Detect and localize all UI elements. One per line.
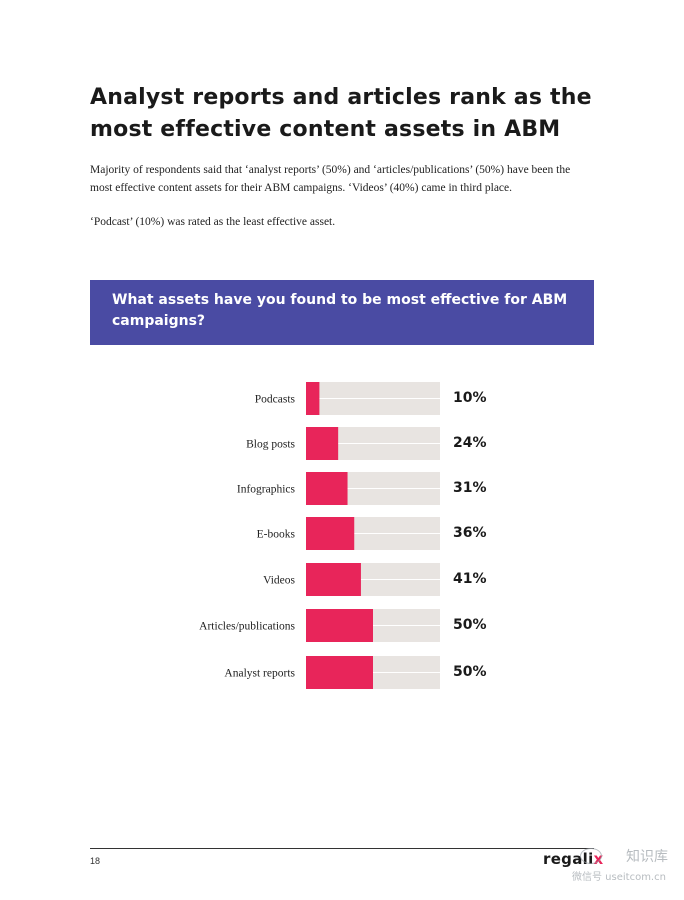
value-label-infographics: 31%: [453, 480, 487, 496]
footer-divider: [90, 848, 594, 849]
value-label-e-books: 36%: [453, 525, 487, 541]
page-number: 18: [90, 856, 101, 866]
category-label-podcasts: Podcasts: [255, 394, 296, 406]
bar-podcasts: [306, 382, 320, 415]
value-label-videos: 41%: [453, 571, 487, 587]
question-text: What assets have you found to be most ef…: [112, 292, 568, 329]
bar-articles-publications: [306, 609, 373, 642]
bar-blog-posts: [306, 427, 339, 460]
watermark: 知识库 微信号 useitcom.cn: [570, 846, 678, 886]
wechat-icon: [580, 848, 602, 864]
intro-paragraph-2: ‘Podcast’ (10%) was rated as the least e…: [90, 216, 336, 228]
value-label-blog-posts: 24%: [453, 435, 487, 451]
page-title: Analyst reports and articles rank as the…: [90, 85, 592, 142]
category-label-e-books: E-books: [257, 529, 296, 541]
question-banner: What assets have you found to be most ef…: [90, 280, 594, 345]
watermark-line1: 知识库: [626, 849, 668, 865]
category-label-videos: Videos: [263, 575, 295, 587]
bar-infographics: [306, 472, 348, 505]
bar-e-books: [306, 517, 355, 550]
value-label-analyst-reports: 50%: [453, 664, 487, 680]
category-label-analyst-reports: Analyst reports: [224, 668, 295, 680]
category-label-blog-posts: Blog posts: [246, 439, 295, 451]
intro-paragraph-1: Majority of respondents said that ‘analy…: [90, 164, 571, 194]
value-label-podcasts: 10%: [453, 390, 487, 406]
bar-analyst-reports: [306, 656, 373, 689]
value-label-articles-publications: 50%: [453, 617, 487, 633]
intro-text: Majority of respondents said that ‘analy…: [90, 162, 590, 232]
bar-videos: [306, 563, 361, 596]
category-label-articles-publications: Articles/publications: [199, 621, 295, 633]
category-label-infographics: Infographics: [237, 484, 296, 496]
watermark-line2: 微信号 useitcom.cn: [572, 872, 666, 883]
